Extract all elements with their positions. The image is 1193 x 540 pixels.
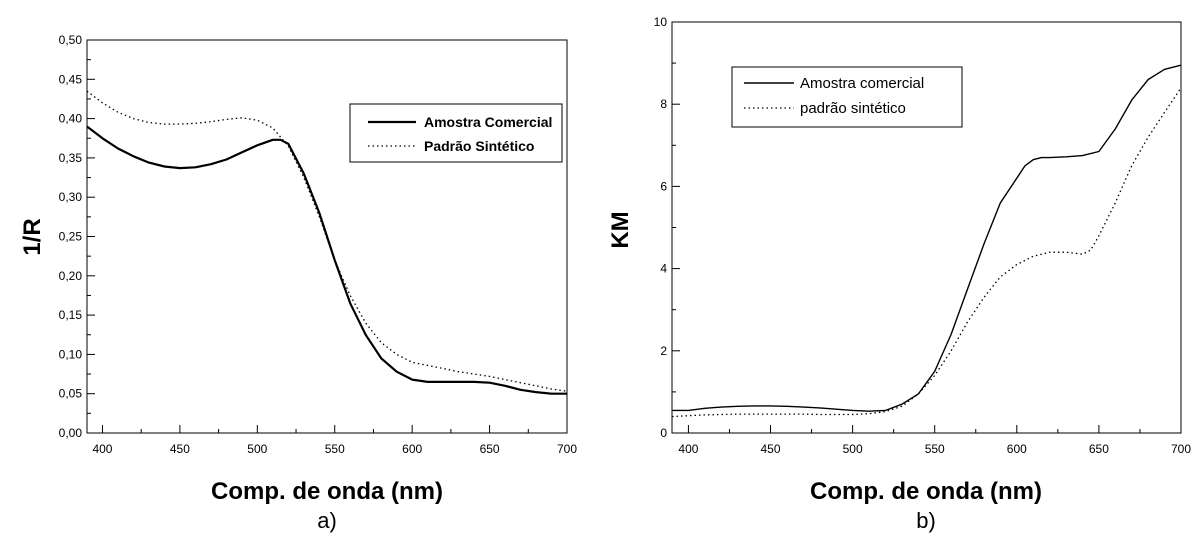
y-tick-label: 0,25 [59, 230, 83, 244]
y-tick-label: 4 [660, 262, 667, 276]
x-tick-label: 450 [761, 442, 781, 456]
series-lines [671, 64, 1182, 418]
x-tick-label: 400 [678, 442, 698, 456]
y-tick-label: 6 [660, 179, 667, 193]
legend-box [349, 103, 563, 163]
y-tick-label: 0,40 [59, 112, 83, 126]
tick-marks [87, 39, 568, 434]
y-tick-label: 0,05 [59, 387, 83, 401]
y-tick-label: 0,35 [59, 151, 83, 165]
x-tick-label: 550 [925, 442, 945, 456]
x-axis-title: Comp. de onda (nm) [810, 478, 1042, 505]
x-tick-label: 700 [557, 442, 577, 456]
y-axis-title: KM [607, 211, 634, 248]
y-tick-label: 0,00 [59, 426, 83, 440]
y-tick-label: 0,20 [59, 269, 83, 283]
x-tick-label: 500 [843, 442, 863, 456]
tick-marks [672, 21, 1182, 434]
tick-labels: 400 450 500 550 600 650 700 0 2 4 6 8 10 [654, 15, 1192, 456]
y-axis-title: 1/R [19, 218, 46, 255]
legend-label: padrão sintético [800, 100, 906, 117]
y-tick-label: 0,50 [59, 33, 83, 47]
legend: Amostra comercial padrão sintético [731, 66, 963, 128]
legend-box [731, 66, 963, 128]
x-tick-label: 600 [1007, 442, 1027, 456]
x-axis-title: Comp. de onda (nm) [211, 478, 443, 505]
y-tick-label: 0,30 [59, 190, 83, 204]
x-tick-label: 550 [325, 442, 345, 456]
series-line-dotted [86, 90, 568, 392]
series-lines [86, 90, 568, 395]
y-tick-label: 8 [660, 97, 667, 111]
series-line-solid [86, 125, 567, 395]
y-tick-label: 0,15 [59, 308, 83, 322]
y-tick-label: 0,10 [59, 347, 83, 361]
legend-label: Amostra Comercial [424, 114, 552, 130]
y-tick-label: 0 [660, 426, 667, 440]
x-tick-label: 650 [480, 442, 500, 456]
x-tick-label: 600 [402, 442, 422, 456]
panel-label: a) [317, 508, 337, 533]
legend-label: Padrão Sintético [424, 138, 534, 154]
legend-label: Amostra comercial [800, 75, 924, 92]
series-line-dotted [671, 87, 1182, 418]
x-tick-label: 700 [1171, 442, 1191, 456]
x-tick-label: 450 [170, 442, 190, 456]
x-tick-label: 500 [247, 442, 267, 456]
tick-labels: 400 450 500 550 600 650 700 0,00 0,05 0,10 0,15 0,2… [59, 33, 578, 456]
chart-panel-b: 400 450 500 550 600 650 700 0 2 4 6 8 10 Amostra com… [607, 15, 1191, 533]
chart-panel-a: 400 450 500 550 600 650 700 0,00 0,05 0,10 0,15 0,2… [19, 33, 577, 533]
y-tick-label: 2 [660, 344, 667, 358]
x-tick-label: 650 [1089, 442, 1109, 456]
legend: Amostra Comercial Padrão Sintético [349, 103, 563, 163]
series-line-solid [672, 64, 1182, 412]
y-tick-label: 0,45 [59, 72, 83, 86]
panel-label: b) [916, 508, 936, 533]
y-tick-label: 10 [654, 15, 668, 29]
x-tick-label: 400 [92, 442, 112, 456]
